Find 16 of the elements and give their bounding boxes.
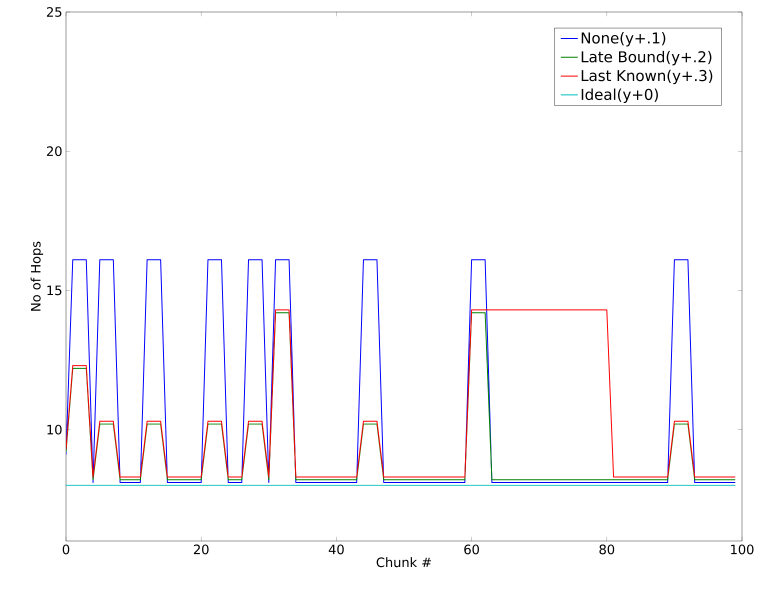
x-tick-label: 60 [464, 544, 479, 554]
x-tick-label: 0 [62, 544, 70, 554]
x-tick-label: 20 [194, 544, 209, 554]
x-tick-label: 100 [731, 544, 754, 554]
x-axis-title: Chunk # [376, 557, 432, 568]
legend-label: Late Bound(y+.2) [582, 50, 712, 66]
legend-label: Ideal(y+0) [582, 88, 658, 103]
legend-label: Last Known(y+.3) [582, 70, 712, 84]
y-tick-label: 20 [46, 146, 62, 156]
y-tick-label: 25 [46, 7, 62, 17]
y-tick-label: 10 [47, 424, 62, 435]
y-axis-title: No of Hops [30, 242, 44, 311]
x-tick-label: 80 [599, 544, 614, 554]
x-tick-label: 40 [328, 544, 344, 554]
y-tick-label: 15 [47, 286, 62, 296]
legend-label: None(y+.1) [582, 32, 666, 46]
